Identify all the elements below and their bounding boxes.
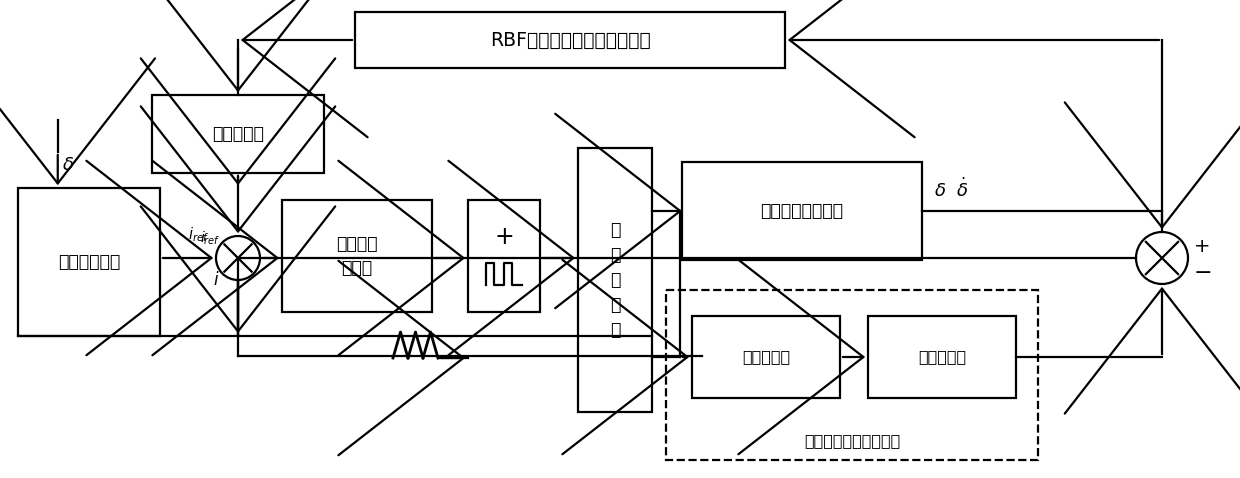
- Text: 模型预测控制: 模型预测控制: [58, 253, 120, 271]
- Text: δ  $\dot{δ}$: δ $\dot{δ}$: [934, 177, 968, 201]
- Text: 悬
浮
变
流
器: 悬 浮 变 流 器: [610, 221, 620, 339]
- Bar: [281, 200, 432, 312]
- Text: $i$: $i$: [213, 271, 219, 289]
- Text: 线性化模型: 线性化模型: [918, 349, 966, 365]
- Text: 镇定控制器: 镇定控制器: [742, 349, 790, 365]
- Bar: [682, 162, 923, 260]
- Text: −: −: [1194, 263, 1213, 283]
- Text: 镇定控制器: 镇定控制器: [212, 125, 264, 143]
- Text: $i_{ref}$: $i_{ref}$: [188, 225, 210, 244]
- Bar: [868, 316, 1016, 398]
- Text: $i_{ref}$: $i_{ref}$: [200, 229, 219, 247]
- Text: 电流跟踪
控制器: 电流跟踪 控制器: [336, 235, 378, 278]
- Text: RBF神经网络模型失配补偿器: RBF神经网络模型失配补偿器: [490, 31, 650, 50]
- Bar: [666, 290, 1038, 460]
- Bar: [19, 188, 160, 336]
- Text: +: +: [494, 225, 513, 249]
- Text: +: +: [1194, 237, 1210, 256]
- Bar: [467, 200, 539, 312]
- Bar: [153, 95, 324, 173]
- Text: 风力机舱悬浮系统: 风力机舱悬浮系统: [760, 202, 843, 220]
- Bar: [578, 148, 652, 412]
- Bar: [692, 316, 839, 398]
- Text: δ: δ: [63, 156, 73, 174]
- Text: 风机悬浮系统预测模型: 风机悬浮系统预测模型: [804, 433, 900, 448]
- Bar: [355, 12, 785, 68]
